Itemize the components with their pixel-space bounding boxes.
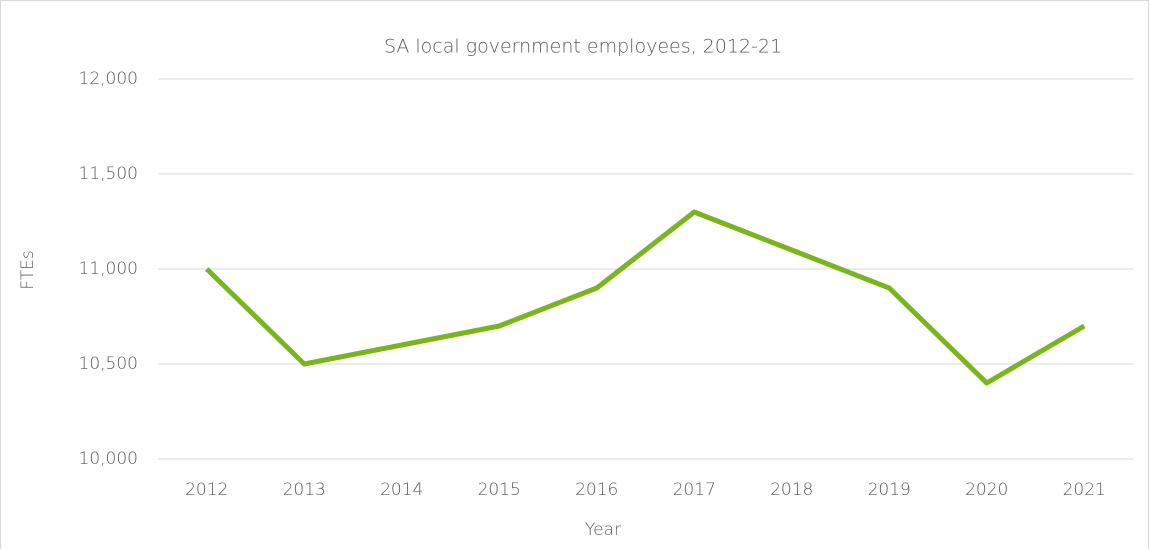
x-tick-label: 2014 <box>380 480 423 500</box>
y-tick-label: 10,000 <box>79 449 138 469</box>
x-axis-label: Year <box>585 520 621 540</box>
line-series <box>205 209 1086 386</box>
y-tick-label: 10,500 <box>79 354 138 374</box>
y-tick-label: 11,500 <box>79 164 138 184</box>
y-tick-label: 11,000 <box>79 259 138 279</box>
x-tick-label: 2013 <box>283 480 326 500</box>
x-tick-label: 2021 <box>1063 480 1106 500</box>
x-tick-label: 2016 <box>575 480 618 500</box>
y-tick-label: 12,000 <box>79 69 138 89</box>
x-tick-label: 2017 <box>673 480 716 500</box>
chart-title: SA local government employees, 2012-21 <box>384 36 782 58</box>
x-tick-label: 2015 <box>478 480 521 500</box>
x-tick-label: 2012 <box>185 480 228 500</box>
x-tick-label: 2019 <box>868 480 911 500</box>
y-axis-label: FTEs <box>18 250 38 289</box>
x-tick-label: 2018 <box>770 480 813 500</box>
x-tick-label: 2020 <box>965 480 1008 500</box>
